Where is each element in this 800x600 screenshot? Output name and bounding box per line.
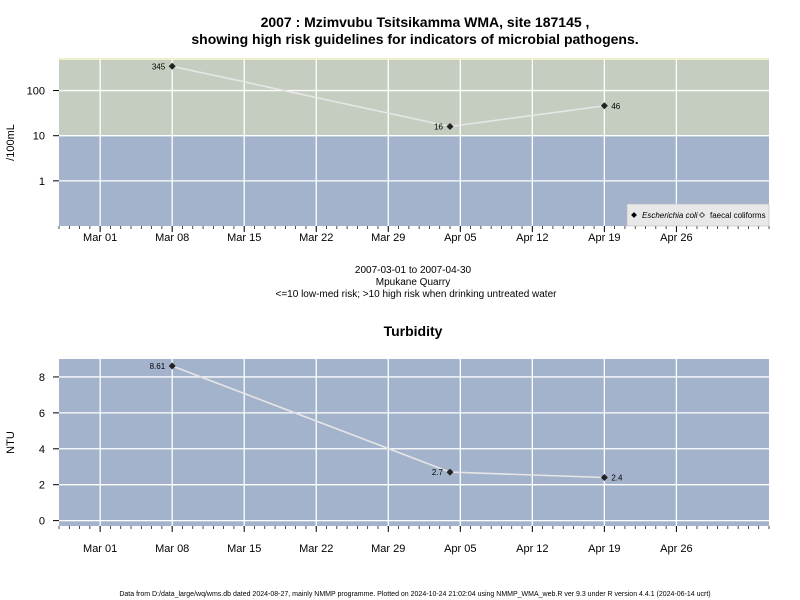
- x-tick-label: Mar 22: [299, 232, 333, 244]
- y-axis-label: NTU: [5, 431, 17, 454]
- legend-marker-filled: [631, 212, 637, 218]
- x-tick-label: Mar 01: [83, 543, 117, 555]
- site-name: Mpukane Quarry: [376, 277, 450, 288]
- microbial-chart-panel: Mar 01 Mar 08 Mar 15 Mar 22 Mar 29 Apr 05 Apr …: [5, 58, 770, 244]
- x-tick-label: Apr 05: [444, 232, 476, 244]
- data-label: 2.7: [432, 468, 444, 477]
- y-tick-label: 100: [27, 86, 45, 98]
- data-label: 46: [611, 102, 620, 111]
- data-label: 8.61: [150, 362, 166, 371]
- data-point: [446, 468, 454, 476]
- x-tick-label: Mar 29: [371, 232, 405, 244]
- data-point: [446, 122, 454, 130]
- date-range: 2007-03-01 to 2007-04-30: [355, 265, 472, 276]
- top-strip: [59, 58, 769, 60]
- y-tick-label: 1: [39, 176, 45, 188]
- risk-note: <=10 low-med risk; >10 high risk when dr…: [276, 289, 558, 300]
- x-tick-label: Mar 15: [227, 543, 261, 555]
- turbidity-chart-panel: Mar 01 Mar 08 Mar 15 Mar 22 Mar 29 Apr 05 Apr …: [5, 359, 770, 555]
- chart-title-line2: showing high risk guidelines for indicat…: [191, 31, 638, 47]
- x-tick-label: Apr 19: [588, 543, 620, 555]
- plot-background: [59, 359, 769, 526]
- turbidity-title: Turbidity: [384, 323, 443, 339]
- y-tick-label: 8: [39, 372, 45, 384]
- x-tick-label: Mar 08: [155, 543, 189, 555]
- x-tick-label: Mar 15: [227, 232, 261, 244]
- x-tick-label: Apr 12: [516, 543, 548, 555]
- y-tick-label: 10: [33, 131, 45, 143]
- x-tick-label: Apr 26: [660, 232, 692, 244]
- y-tick-label: 4: [39, 444, 45, 456]
- x-tick-label: Apr 12: [516, 232, 548, 244]
- x-tick-label: Mar 22: [299, 543, 333, 555]
- y-tick-label: 6: [39, 408, 45, 420]
- y-tick-label: 2: [39, 480, 45, 492]
- x-tick-label: Mar 08: [155, 232, 189, 244]
- legend-box: [626, 203, 770, 227]
- x-tick-label: Apr 19: [588, 232, 620, 244]
- chart-title-line1: 2007 : Mzimvubu Tsitsikamma WMA, site 18…: [261, 14, 590, 30]
- data-point: [600, 474, 608, 482]
- high-risk-band: [59, 59, 769, 136]
- legend-label: Escherichia coli: [642, 211, 698, 220]
- x-tick-label: Mar 29: [371, 543, 405, 555]
- data-label: 345: [152, 62, 166, 71]
- data-point: [168, 62, 176, 70]
- x-tick-label: Apr 26: [660, 543, 692, 555]
- footer-note: Data from D:/data_large/wq/wms.db dated …: [119, 591, 710, 598]
- x-tick-label: Mar 01: [83, 232, 117, 244]
- data-point: [600, 102, 608, 110]
- data-label: 16: [434, 122, 443, 131]
- data-point: [168, 362, 176, 370]
- legend-marker-open: [699, 212, 705, 218]
- data-label: 2.4: [611, 474, 623, 483]
- legend-label: faecal coliforms: [710, 211, 766, 220]
- y-axis-label: /100mL: [5, 124, 17, 161]
- x-tick-label: Apr 05: [444, 543, 476, 555]
- y-tick-label: 0: [39, 516, 45, 528]
